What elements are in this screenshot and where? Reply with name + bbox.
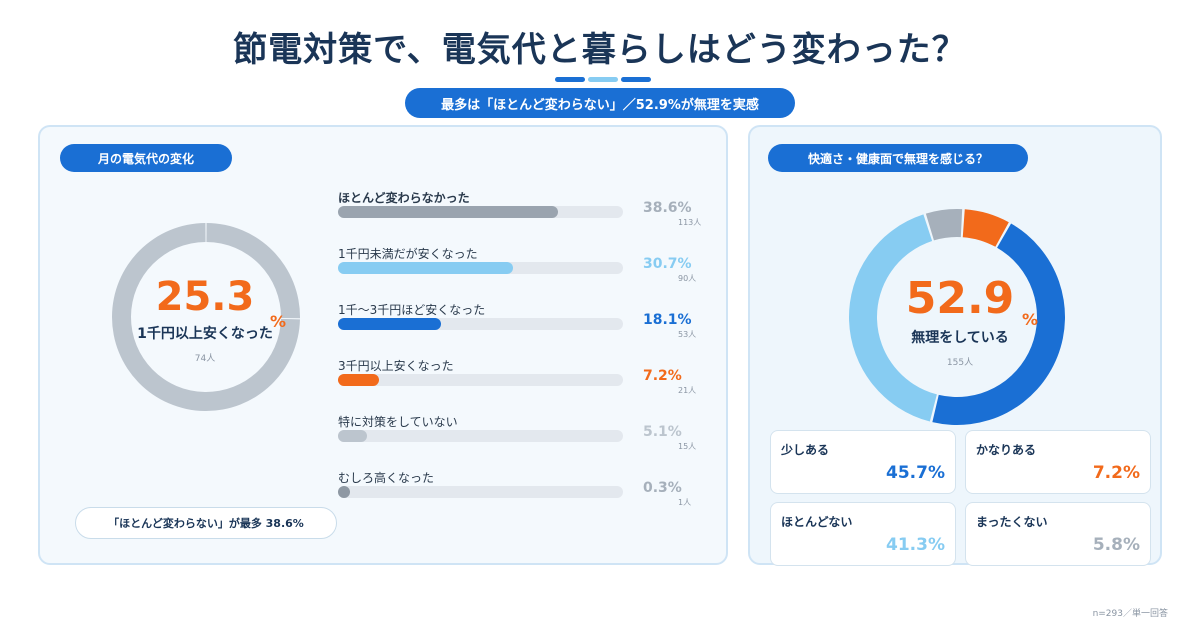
donut-label: 無理をしている <box>911 330 1009 346</box>
bar-category-label: ほとんど変わらなかった <box>338 191 470 205</box>
answer-card: ほとんどない 41.3% <box>770 502 956 566</box>
comfort-donut-chart <box>849 209 1065 425</box>
bar-count-label: 53人 <box>678 330 697 339</box>
bar-category-label: 1千〜3千円ほど安くなった <box>338 303 486 317</box>
donut-unit: % <box>1022 310 1039 329</box>
donut-unit: % <box>270 312 287 331</box>
donut-count: 74人 <box>194 354 216 364</box>
bar-count-label: 1人 <box>678 498 692 507</box>
bar-row: むしろ高くなった 0.3% 1人 <box>338 469 718 525</box>
bar-category-label: むしろ高くなった <box>338 471 435 485</box>
bar-track <box>338 318 623 330</box>
bar <box>338 262 513 274</box>
bar-row: 3千円以上安くなった 7.2% 21人 <box>338 357 718 413</box>
bar-value-label: 5.1% <box>643 424 682 440</box>
card-label: ほとんどない <box>781 515 853 529</box>
title-deco-segment <box>588 77 618 82</box>
card-value: 45.7% <box>886 463 945 483</box>
bar-count-label: 15人 <box>678 442 697 451</box>
subtitle-badge: 最多は「ほとんど変わらない」／52.9%が無理を実感 <box>405 88 795 118</box>
bar-row: ほとんど変わらなかった 38.6% 113人 <box>338 189 718 245</box>
card-label: かなりある <box>976 443 1037 457</box>
card-value: 7.2% <box>1092 463 1140 483</box>
bar-count-label: 90人 <box>678 274 697 283</box>
bar-value-label: 18.1% <box>643 312 692 328</box>
summary-note: 「ほとんど変わらない」が最多 38.6% <box>75 507 337 539</box>
footnote: n=293／単一回答 <box>1092 609 1168 619</box>
bar <box>338 206 559 218</box>
title-decoration <box>555 77 651 82</box>
bar-category-label: 3千円以上安くなった <box>338 359 454 373</box>
bar-track <box>338 486 623 498</box>
donut-label: 1千円以上安くなった <box>137 326 273 342</box>
bar <box>338 318 442 330</box>
panel-heading: 快適さ・健康面で無理を感じる？ <box>768 144 1028 172</box>
page-title: 節電対策で、電気代と暮らしはどう変わった？ <box>233 30 967 70</box>
bar-category-label: 特に対策をしていない <box>338 415 458 429</box>
bar-track <box>338 206 623 218</box>
bar <box>338 374 380 386</box>
comfort-panel: 快適さ・健康面で無理を感じる？ 52.9 無理をしている 155人 % 少しある… <box>748 125 1162 566</box>
comfort-slice <box>925 209 963 241</box>
panel-heading: 月の電気代の変化 <box>60 144 232 172</box>
electricity-bill-panel: 月の電気代の変化 25.3 1千円以上安くなった 74人 % ほとんど変わらなか… <box>38 125 728 565</box>
title-deco-segment <box>555 77 585 82</box>
bar-row: 特に対策をしていない 5.1% 15人 <box>338 413 718 469</box>
card-label: まったくない <box>976 515 1048 529</box>
bill-donut-center: 25.3 1千円以上安くなった 74人 <box>100 277 310 364</box>
card-value: 5.8% <box>1092 535 1140 555</box>
donut-count: 155人 <box>946 358 974 368</box>
donut-value: 25.3 <box>155 274 255 320</box>
comfort-donut-center: 52.9 無理をしている 155人 <box>860 273 1060 369</box>
bill-donut-chart <box>111 223 300 412</box>
bar-category-label: 1千円未満だが安くなった <box>338 247 478 261</box>
bar <box>338 486 350 498</box>
bar-count-label: 21人 <box>678 386 697 395</box>
bar-value-label: 30.7% <box>643 256 692 272</box>
bar-value-label: 7.2% <box>643 368 682 384</box>
card-label: 少しある <box>781 443 830 457</box>
bar-value-label: 0.3% <box>643 480 682 496</box>
card-value: 41.3% <box>886 535 945 555</box>
bar-row: 1千円未満だが安くなった 30.7% 90人 <box>338 245 718 301</box>
answer-card: かなりある 7.2% <box>965 430 1151 494</box>
title-deco-segment <box>621 77 651 82</box>
donut-value: 52.9 <box>905 273 1015 324</box>
answer-card: 少しある 45.7% <box>770 430 956 494</box>
comfort-slice <box>962 209 1009 247</box>
bar-track <box>338 430 623 442</box>
bar-row: 1千〜3千円ほど安くなった 18.1% 53人 <box>338 301 718 357</box>
comfort-slice <box>849 214 937 422</box>
bar-track <box>338 374 623 386</box>
answer-card: まったくない 5.8% <box>965 502 1151 566</box>
bar-count-label: 113人 <box>678 218 702 227</box>
comfort-slice <box>932 223 1065 425</box>
bar-track <box>338 262 623 274</box>
bar <box>338 430 368 442</box>
bar-value-label: 38.6% <box>643 200 692 216</box>
bill-slice <box>206 223 300 319</box>
